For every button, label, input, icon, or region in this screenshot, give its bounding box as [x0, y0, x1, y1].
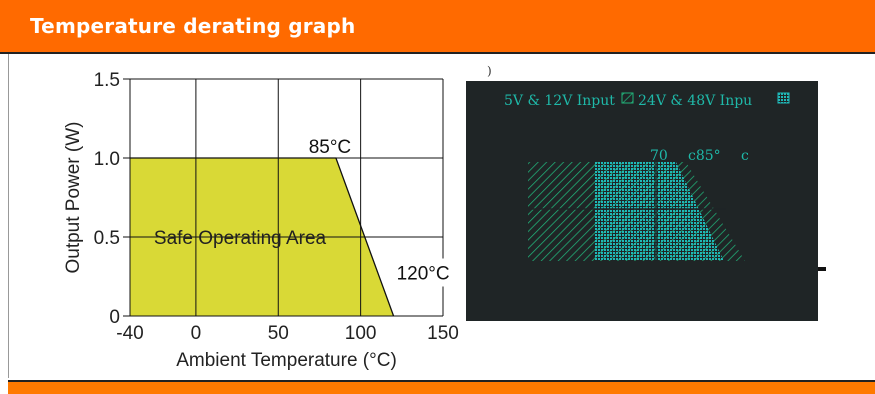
y-tick-label: 0 — [109, 307, 120, 328]
y-axis-title: Output Power (W) — [63, 121, 84, 273]
dark-legend-a-swatch — [621, 92, 634, 104]
safe-area-label: Safe Operating Area — [154, 228, 327, 249]
dark-area-b — [594, 162, 724, 261]
x-tick-label: 0 — [191, 323, 202, 344]
section-title: Temperature derating graph — [30, 14, 356, 38]
y-tick-label: 0.5 — [94, 228, 120, 249]
dark-annotation-85: c85° — [688, 148, 721, 164]
dark-legend-b-label: 24V & 48V Inpu — [638, 93, 752, 109]
y-tick-label: 1.5 — [94, 70, 120, 91]
dark-chart-svg: 5V & 12V Input 24V & 48V Inpu 70 c85° c — [504, 92, 790, 261]
dark-legend-b-swatch — [777, 92, 790, 104]
x-tick-label: 50 — [268, 323, 289, 344]
x-tick-label: 100 — [345, 323, 377, 344]
dark-annotation-c: c — [741, 148, 749, 164]
x-tick-label: 150 — [427, 323, 459, 344]
annotation-85c: 85°C — [309, 137, 351, 158]
y-tick-label: 1.0 — [94, 149, 120, 170]
stray-paren: ) — [487, 64, 492, 78]
section-footer-bar — [8, 380, 875, 394]
x-tick-label: -40 — [116, 323, 143, 344]
derating-chart-dark-panel: 5V & 12V Input 24V & 48V Inpu 70 c85° c — [466, 81, 818, 321]
left-border — [8, 54, 9, 378]
x-axis-title: Ambient Temperature (°C) — [176, 350, 397, 371]
annotation-120c-bg — [395, 258, 458, 287]
panel-edge-mark — [818, 267, 826, 271]
dark-annotation-70: 70 — [650, 148, 668, 164]
annotation-120c: 120°C — [397, 264, 450, 285]
section-header: Temperature derating graph — [0, 0, 875, 54]
derating-line — [130, 157, 395, 317]
dark-legend-a-label: 5V & 12V Input — [504, 93, 615, 109]
